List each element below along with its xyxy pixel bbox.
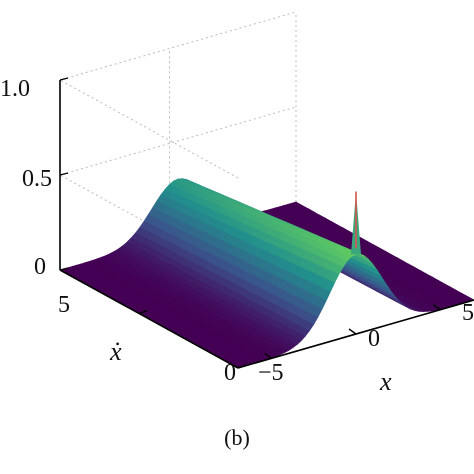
x-tick-label-5: 5: [462, 300, 474, 326]
ydot-tick-label-0: 0: [224, 360, 236, 386]
x-tick-label-neg5: −5: [258, 360, 284, 386]
z-tick-label-0: 0: [34, 254, 46, 280]
x-tick-mark-2: [432, 304, 441, 311]
grid-line-z-0: [58, 106, 297, 274]
x-axis-label: x: [379, 367, 392, 396]
z-tick-label-1.0: 1.0: [0, 76, 30, 102]
ydot-tick-mark-0: [237, 364, 247, 369]
x-tick-mark-0: [264, 352, 273, 359]
x-tick-label-0: 0: [368, 326, 380, 352]
x-tick-mark-1: [348, 328, 357, 335]
ydot-tick-mark-1: [138, 309, 148, 315]
z-tick-mark-2: [59, 77, 69, 81]
grid-line-z-1: [58, 11, 297, 179]
axes-layer: [59, 77, 474, 369]
ydot-axis-line: [59, 269, 239, 369]
z-tick-mark-1: [59, 172, 69, 176]
ydot-axis-label: ẋ: [109, 337, 122, 366]
z-tick-mark-0: [59, 267, 69, 271]
z-tick-label-0.5: 0.5: [22, 166, 52, 192]
panel-caption: (b): [224, 425, 250, 450]
ydot-tick-label-5: 5: [58, 292, 70, 318]
surface-layer: [59, 178, 474, 369]
